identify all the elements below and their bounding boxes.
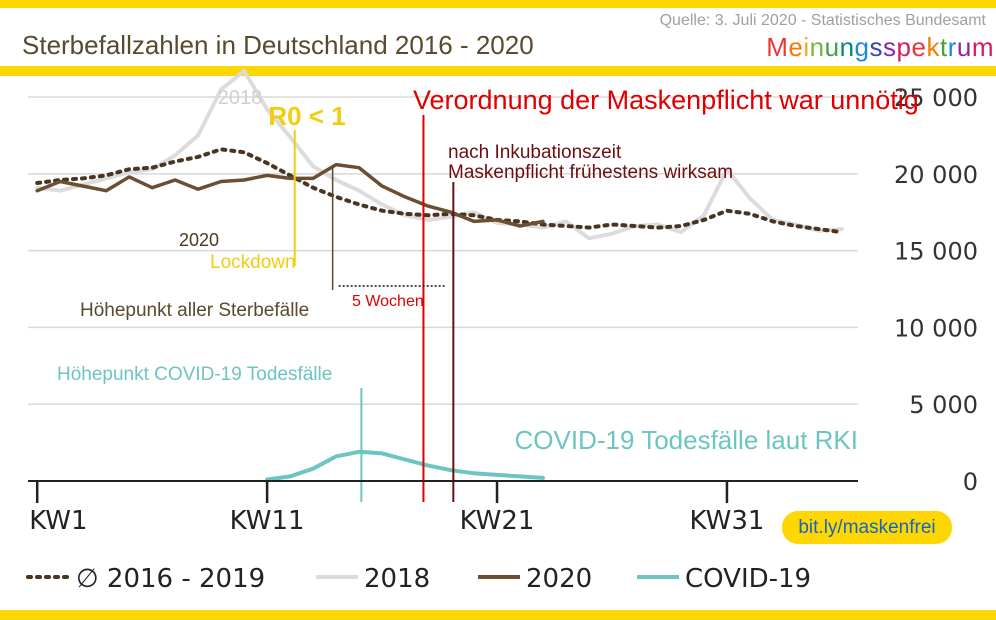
series-line-covid xyxy=(265,449,545,482)
series-line-y2020 xyxy=(35,162,545,228)
brand-letter: g xyxy=(854,32,870,62)
label-2018: 2018 xyxy=(218,87,263,109)
x-tick-label: KW21 xyxy=(460,506,535,536)
brand-letter: u xyxy=(824,32,840,62)
brand-letter: n xyxy=(809,32,825,62)
legend: ∅ 2016 - 2019 2018 2020 COVID-19 xyxy=(26,564,811,594)
x-axis: KW1 KW11 KW21 KW31 xyxy=(28,480,858,536)
grid xyxy=(28,96,858,405)
incubation-label-2: Maskenpflicht frühestens wirksam xyxy=(448,162,733,183)
r0-label: R0 < 1 xyxy=(268,101,345,131)
top-banner xyxy=(0,0,996,8)
incubation-label-1: nach Inkubationszeit xyxy=(448,142,622,163)
covid-rki-label: COVID-19 Todesfälle laut RKI xyxy=(515,425,858,455)
marker-lines xyxy=(293,115,455,502)
brand-logo: Meinungsspektrum xyxy=(766,32,994,63)
brand-letter: i xyxy=(803,32,810,62)
x-tick-label: KW31 xyxy=(689,506,764,536)
y-axis: 0 5 000 10 000 15 000 20 000 25 000 xyxy=(894,84,978,496)
brand-letter: s xyxy=(869,32,884,62)
lockdown-label: Lockdown xyxy=(210,252,296,273)
brand-letter: m xyxy=(971,32,994,62)
brand-letter: n xyxy=(839,32,855,62)
x-tick-label: KW11 xyxy=(230,506,305,536)
brand-letter: e xyxy=(788,32,804,62)
url-label: bit.ly/maskenfrei xyxy=(798,517,935,538)
brand-letter: u xyxy=(956,32,972,62)
y-tick-label: 5 000 xyxy=(909,391,978,419)
y-tick-label: 15 000 xyxy=(894,238,978,266)
brand-letter: e xyxy=(911,32,927,62)
y-tick-label: 10 000 xyxy=(894,314,978,342)
brand-letter: t xyxy=(939,32,948,62)
page-title: Sterbefallzahlen in Deutschland 2016 - 2… xyxy=(22,30,534,60)
series-line-avg xyxy=(35,147,844,235)
legend-label-covid: COVID-19 xyxy=(685,564,811,594)
y-tick-label: 0 xyxy=(963,468,978,496)
brand-letter: k xyxy=(926,32,940,62)
series-line-y2018 xyxy=(35,68,844,241)
x-tick-label: KW1 xyxy=(29,506,87,536)
legend-label-y2020: 2020 xyxy=(526,564,592,594)
peak-deaths-label: Höhepunkt aller Sterbefälle xyxy=(80,300,309,321)
y-tick-label: 20 000 xyxy=(894,161,978,189)
five-weeks-label: 5 Wochen xyxy=(352,293,424,310)
brand-letter: p xyxy=(896,32,912,62)
url-badge xyxy=(782,511,952,544)
brand-letter: s xyxy=(883,32,897,62)
legend-label-avg: ∅ 2016 - 2019 xyxy=(76,564,265,594)
legend-label-y2018: 2018 xyxy=(364,564,430,594)
brand-letter: M xyxy=(766,32,789,62)
brand-letter: r xyxy=(947,32,957,62)
series-lines xyxy=(35,68,844,482)
bottom-banner xyxy=(0,610,996,620)
header-banner xyxy=(0,66,996,76)
label-2020: 2020 xyxy=(179,230,219,250)
y-tick-label: 25 000 xyxy=(894,84,978,112)
peak-covid-label: Höhepunkt COVID-19 Todesfälle xyxy=(57,364,332,385)
source-note: Quelle: 3. Juli 2020 - Statistisches Bun… xyxy=(659,12,986,29)
mandate-label: Verordnung der Maskenpflicht war unnötig xyxy=(413,85,919,115)
